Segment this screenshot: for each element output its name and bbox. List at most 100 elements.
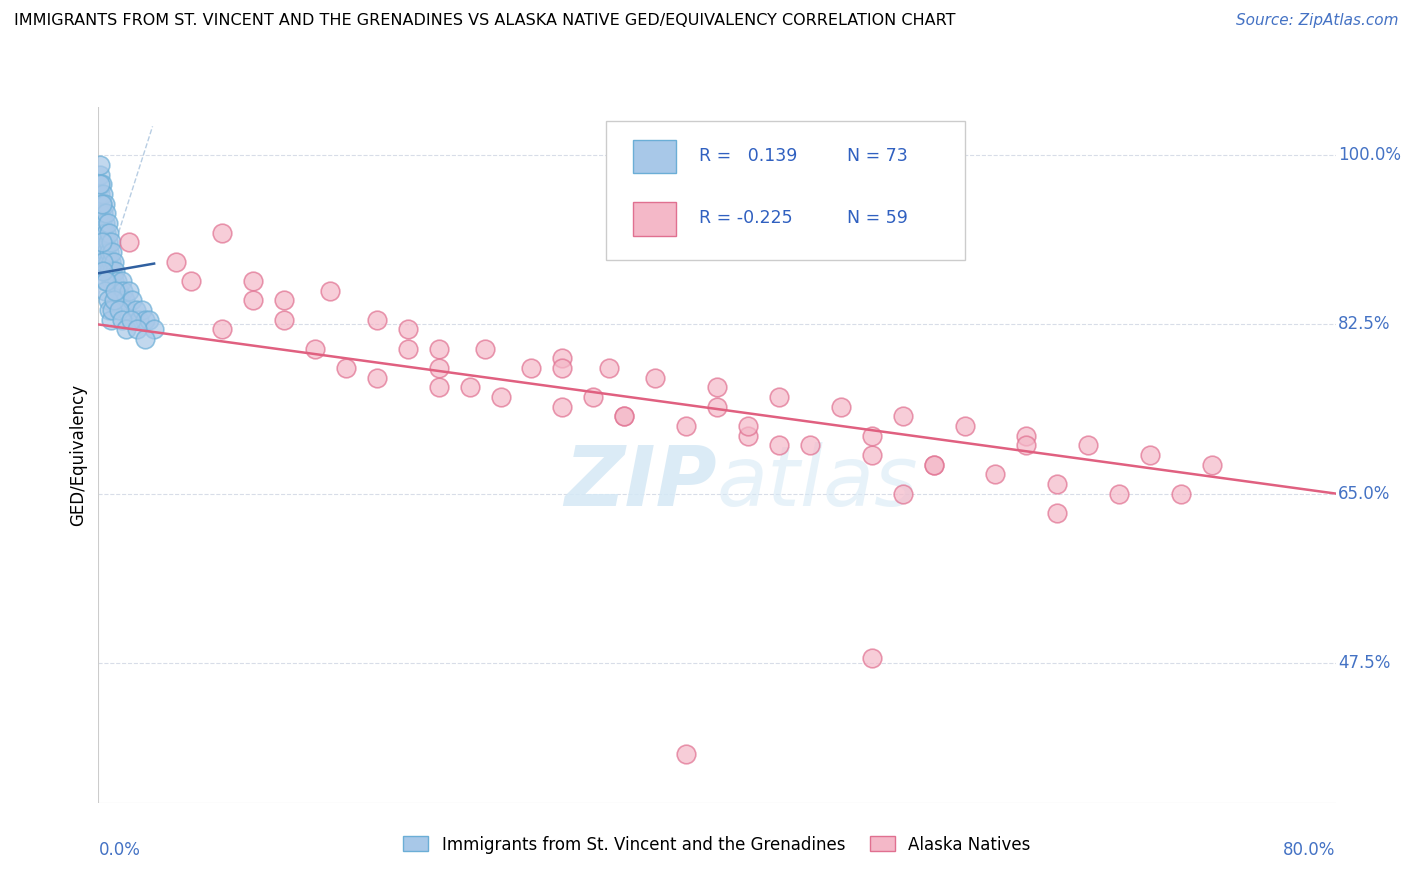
Point [91,206,114,220]
Point [242,293,264,308]
Point [107,284,129,298]
Point [118,235,141,250]
Point [104,284,127,298]
Point [91,264,114,278]
Point [90,196,112,211]
Point [97,293,120,308]
Point [922,458,945,472]
Point [108,293,131,308]
Point [89,187,111,202]
Text: N = 73: N = 73 [846,147,908,165]
Point [520,361,543,376]
Point [115,322,138,336]
Text: R =   0.139: R = 0.139 [699,147,797,165]
Point [98,226,121,240]
Point [737,428,759,442]
Point [644,370,666,384]
Point [90,178,112,192]
Point [96,206,118,220]
Point [304,342,326,356]
Point [598,361,620,376]
Point [165,254,187,268]
Point [96,244,118,259]
Point [96,274,118,288]
Point [1077,438,1099,452]
Point [1170,486,1192,500]
Point [768,390,790,404]
Point [551,400,574,414]
Point [91,226,114,240]
Point [128,312,150,326]
Point [89,168,111,182]
Point [396,342,419,356]
Text: 65.0%: 65.0% [1339,484,1391,502]
Point [96,226,118,240]
Point [1015,428,1038,442]
Point [101,244,124,259]
Point [93,216,115,230]
Point [111,312,132,326]
Point [121,293,143,308]
Y-axis label: GED/Equivalency: GED/Equivalency [69,384,87,526]
Point [107,303,129,318]
Point [737,419,759,434]
Point [93,274,115,288]
FancyBboxPatch shape [633,202,676,235]
Point [120,312,142,326]
Text: 82.5%: 82.5% [1339,316,1391,334]
Point [706,380,728,394]
Point [104,284,127,298]
Point [706,400,728,414]
Point [91,187,114,202]
Point [98,264,121,278]
Point [860,448,883,462]
Point [319,284,342,298]
Point [211,322,233,336]
Point [89,158,111,172]
Point [90,254,112,268]
Point [100,254,122,268]
Point [97,216,120,230]
Point [131,303,153,318]
Point [273,312,295,326]
Point [93,254,115,268]
Point [91,244,114,259]
FancyBboxPatch shape [633,140,676,173]
Point [89,244,111,259]
Text: Source: ZipAtlas.com: Source: ZipAtlas.com [1236,13,1399,29]
Point [103,274,125,288]
Point [1046,506,1069,520]
Point [143,322,166,336]
Point [1046,476,1069,491]
Point [551,361,574,376]
Point [366,312,388,326]
Text: atlas: atlas [717,442,918,524]
Text: 0.0%: 0.0% [98,841,141,859]
Point [96,264,118,278]
Point [134,332,156,346]
Point [89,178,111,192]
Point [953,419,976,434]
Point [105,274,128,288]
Point [675,747,697,762]
Point [768,438,790,452]
Point [112,284,135,298]
Point [100,235,122,250]
FancyBboxPatch shape [606,121,965,260]
Point [98,244,121,259]
Point [474,342,496,356]
Point [134,312,156,326]
Point [1108,486,1130,500]
Point [1139,448,1161,462]
Point [458,380,481,394]
Point [111,274,132,288]
Point [860,651,883,665]
Point [103,254,125,268]
Point [90,196,112,211]
Point [93,235,115,250]
Point [93,196,115,211]
Point [101,303,124,318]
Text: 47.5%: 47.5% [1339,654,1391,672]
Point [922,458,945,472]
Point [613,409,636,424]
